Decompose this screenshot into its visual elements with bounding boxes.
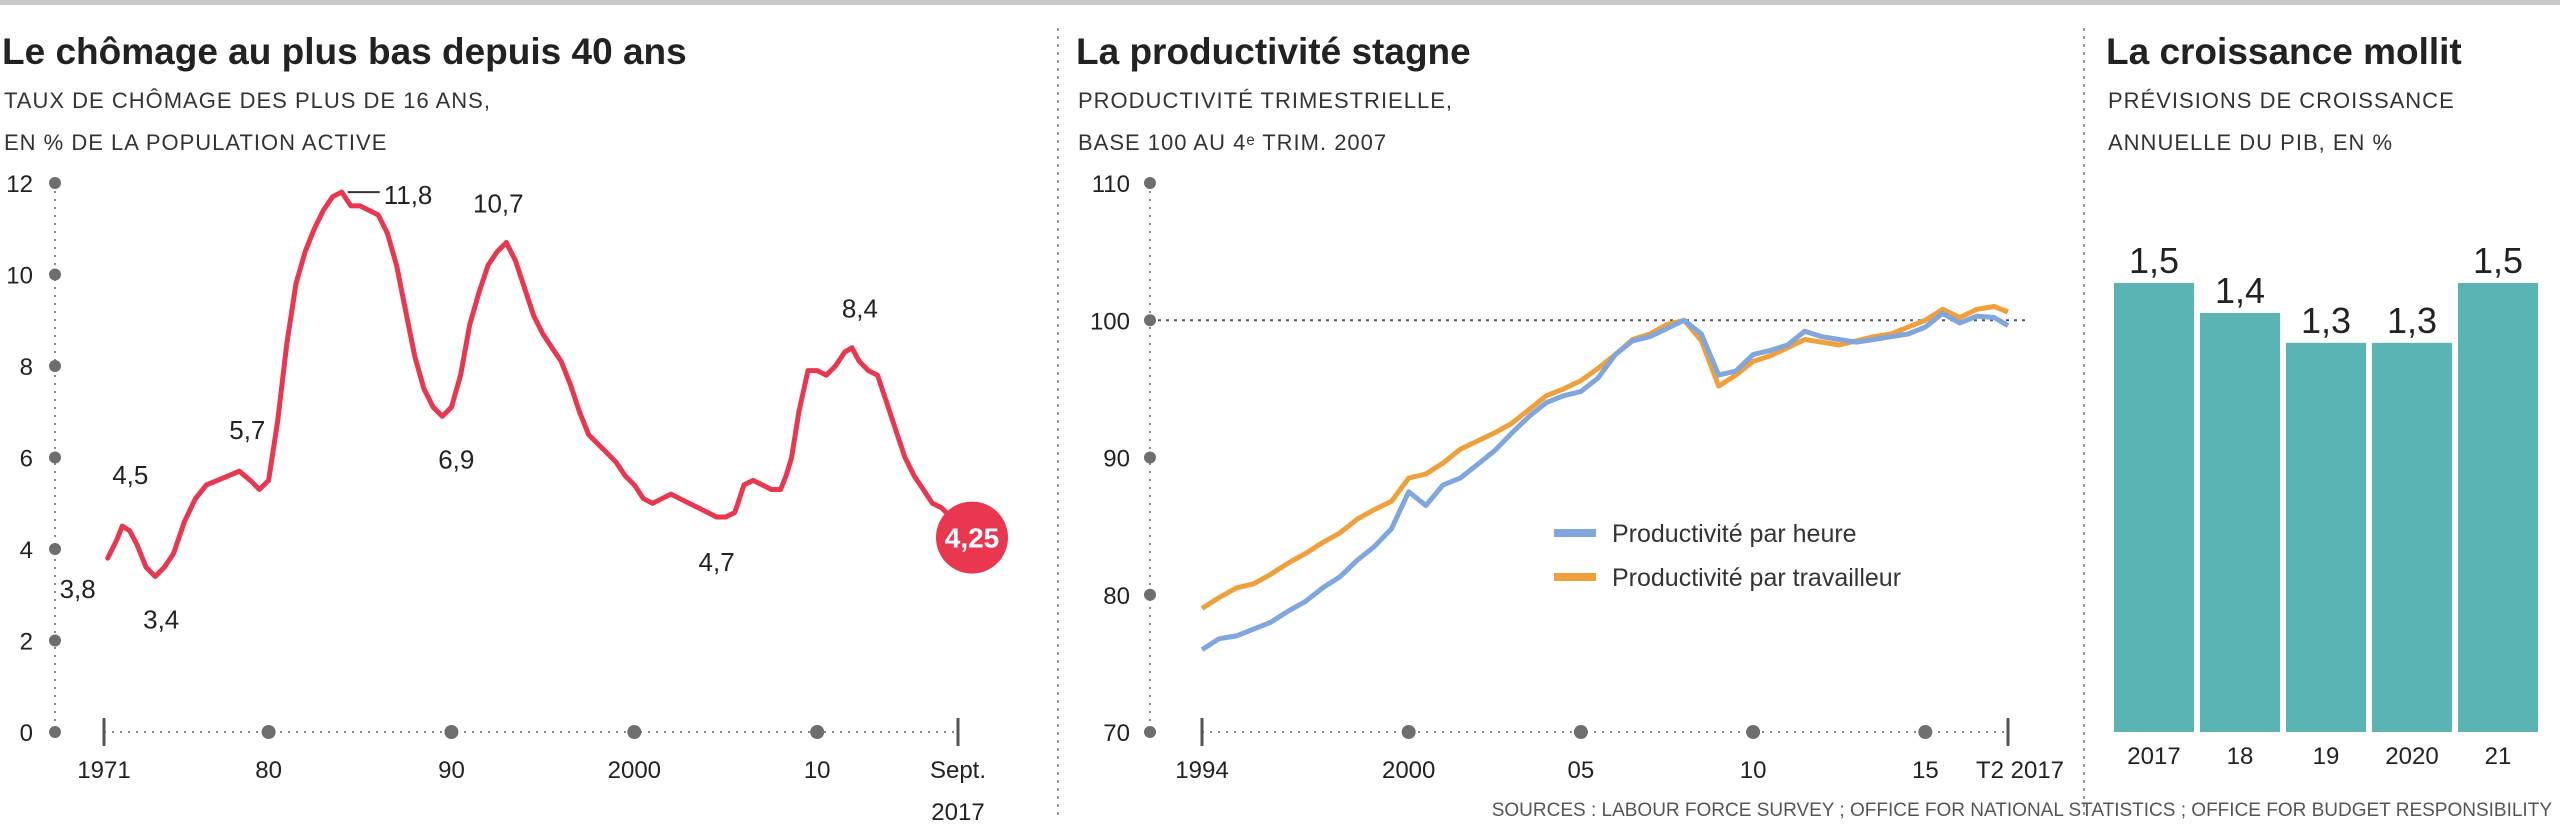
data-label: 10,7	[473, 188, 524, 218]
y-tick-label: 70	[1103, 720, 1130, 747]
growth-bar	[2372, 342, 2452, 732]
panel-growth: La croissance mollit PRÉVISIONS DE CROIS…	[2106, 31, 2538, 770]
bar-value-label: 1,5	[2129, 240, 2179, 281]
data-label: 8,4	[842, 294, 878, 324]
per-hour-line	[1200, 310, 2010, 652]
y-tick-label: 8	[20, 354, 33, 381]
data-label: 6,9	[438, 444, 474, 474]
panel-subtitle-line2: ANNUELLE DU PIB, EN %	[2108, 130, 2393, 155]
x-category-label: 2017	[2127, 743, 2180, 770]
panel-subtitle-line2: EN % DE LA POPULATION ACTIVE	[4, 130, 387, 155]
y-tick-dot	[49, 543, 61, 555]
x-tick-label: T2 2017	[1976, 757, 2064, 784]
y-tick-label: 12	[6, 171, 33, 198]
source-note: SOURCES : LABOUR FORCE SURVEY ; OFFICE F…	[1492, 800, 2553, 821]
x-tick-label: 2000	[608, 757, 661, 784]
panel-productivity: La productivité stagne PRODUCTIVITÉ TRIM…	[1076, 31, 2064, 784]
panel-subtitle-line2: BASE 100 AU 4ᵉ TRIM. 2007	[1078, 130, 1387, 155]
bar-value-label: 1,4	[2215, 270, 2265, 311]
y-tick-dot	[49, 634, 61, 647]
panel-subtitle-line1: TAUX DE CHÔMAGE DES PLUS DE 16 ANS,	[4, 88, 491, 113]
growth-bar	[2458, 283, 2538, 732]
data-label: 11,8	[384, 180, 433, 210]
unemployment-line	[105, 189, 961, 579]
y-tick-label: 4	[20, 537, 33, 564]
y-tick-dot	[1144, 588, 1156, 601]
x-tick-label: 1971	[77, 757, 130, 784]
data-label: 5,7	[229, 415, 265, 445]
x-tick-dot	[810, 725, 825, 739]
y-tick-dot	[49, 268, 61, 281]
y-tick-dot	[1144, 726, 1156, 738]
data-label: 3,4	[143, 604, 179, 634]
x-category-label: 21	[2485, 743, 2512, 770]
bar-value-label: 1,3	[2387, 300, 2437, 341]
growth-bar	[2286, 342, 2366, 732]
x-tick-label: 10	[1740, 757, 1767, 784]
panel-title: La productivité stagne	[1076, 31, 1471, 72]
y-tick-label: 100	[1090, 308, 1130, 335]
x-tick-dot	[444, 725, 459, 739]
last-value-badge	[936, 501, 1008, 574]
x-tick-label: 80	[255, 757, 282, 784]
y-tick-label: 10	[6, 263, 33, 290]
growth-bar	[2114, 283, 2194, 732]
y-tick-label: 0	[20, 720, 33, 747]
y-tick-label: 2	[20, 629, 33, 656]
y-tick-dot	[49, 726, 61, 738]
x-tick-dot	[627, 725, 642, 739]
x-tick-dot	[1401, 725, 1416, 739]
x-tick-label: 10	[804, 757, 831, 784]
data-label: 4,7	[699, 547, 735, 577]
bar-value-label: 1,3	[2301, 300, 2351, 341]
x-tick-label: 05	[1568, 757, 1595, 784]
x-tick-dot	[1573, 725, 1588, 739]
x-tick-dot	[261, 725, 276, 739]
y-tick-label: 90	[1103, 446, 1130, 473]
x-category-label: 2020	[2385, 743, 2438, 770]
x-tick-dot	[1918, 725, 1933, 739]
last-value-label: 4,25	[945, 523, 1000, 554]
x-tick-label-line2: 2017	[931, 799, 984, 826]
legend-label-per-worker: Productivité par travailleur	[1612, 564, 1901, 592]
y-tick-label: 110	[1092, 171, 1130, 198]
data-label: 4,5	[112, 460, 148, 490]
x-tick-label: 1994	[1175, 757, 1228, 784]
y-tick-dot	[1144, 177, 1156, 189]
bar-value-label: 1,5	[2473, 240, 2523, 281]
x-tick-dot	[1746, 725, 1761, 739]
y-tick-label: 80	[1103, 583, 1130, 610]
x-tick-label: 2000	[1382, 757, 1435, 784]
y-tick-dot	[49, 177, 61, 189]
legend-label-per-hour: Productivité par heure	[1612, 520, 1857, 548]
y-tick-dot	[1144, 451, 1156, 464]
y-tick-dot	[49, 451, 61, 464]
y-tick-dot	[49, 360, 61, 372]
x-tick-label: 15	[1912, 757, 1939, 784]
data-label: 3,8	[60, 574, 96, 604]
per-worker-line	[1200, 304, 2009, 611]
x-category-label: 18	[2227, 743, 2254, 770]
panel-title: Le chômage au plus bas depuis 40 ans	[2, 31, 687, 72]
growth-bar	[2200, 312, 2280, 732]
panel-title: La croissance mollit	[2106, 31, 2462, 72]
x-tick-label: 90	[438, 757, 465, 784]
top-rule	[0, 0, 2560, 5]
x-category-label: 19	[2313, 743, 2340, 770]
panel-unemployment: Le chômage au plus bas depuis 40 ans TAU…	[2, 31, 1008, 826]
x-tick-label: Sept.	[930, 757, 986, 784]
panel-subtitle-line1: PRÉVISIONS DE CROISSANCE	[2108, 88, 2455, 113]
y-tick-label: 6	[20, 446, 33, 473]
y-tick-dot	[1144, 314, 1156, 327]
panel-subtitle-line1: PRODUCTIVITÉ TRIMESTRIELLE,	[1078, 88, 1453, 113]
